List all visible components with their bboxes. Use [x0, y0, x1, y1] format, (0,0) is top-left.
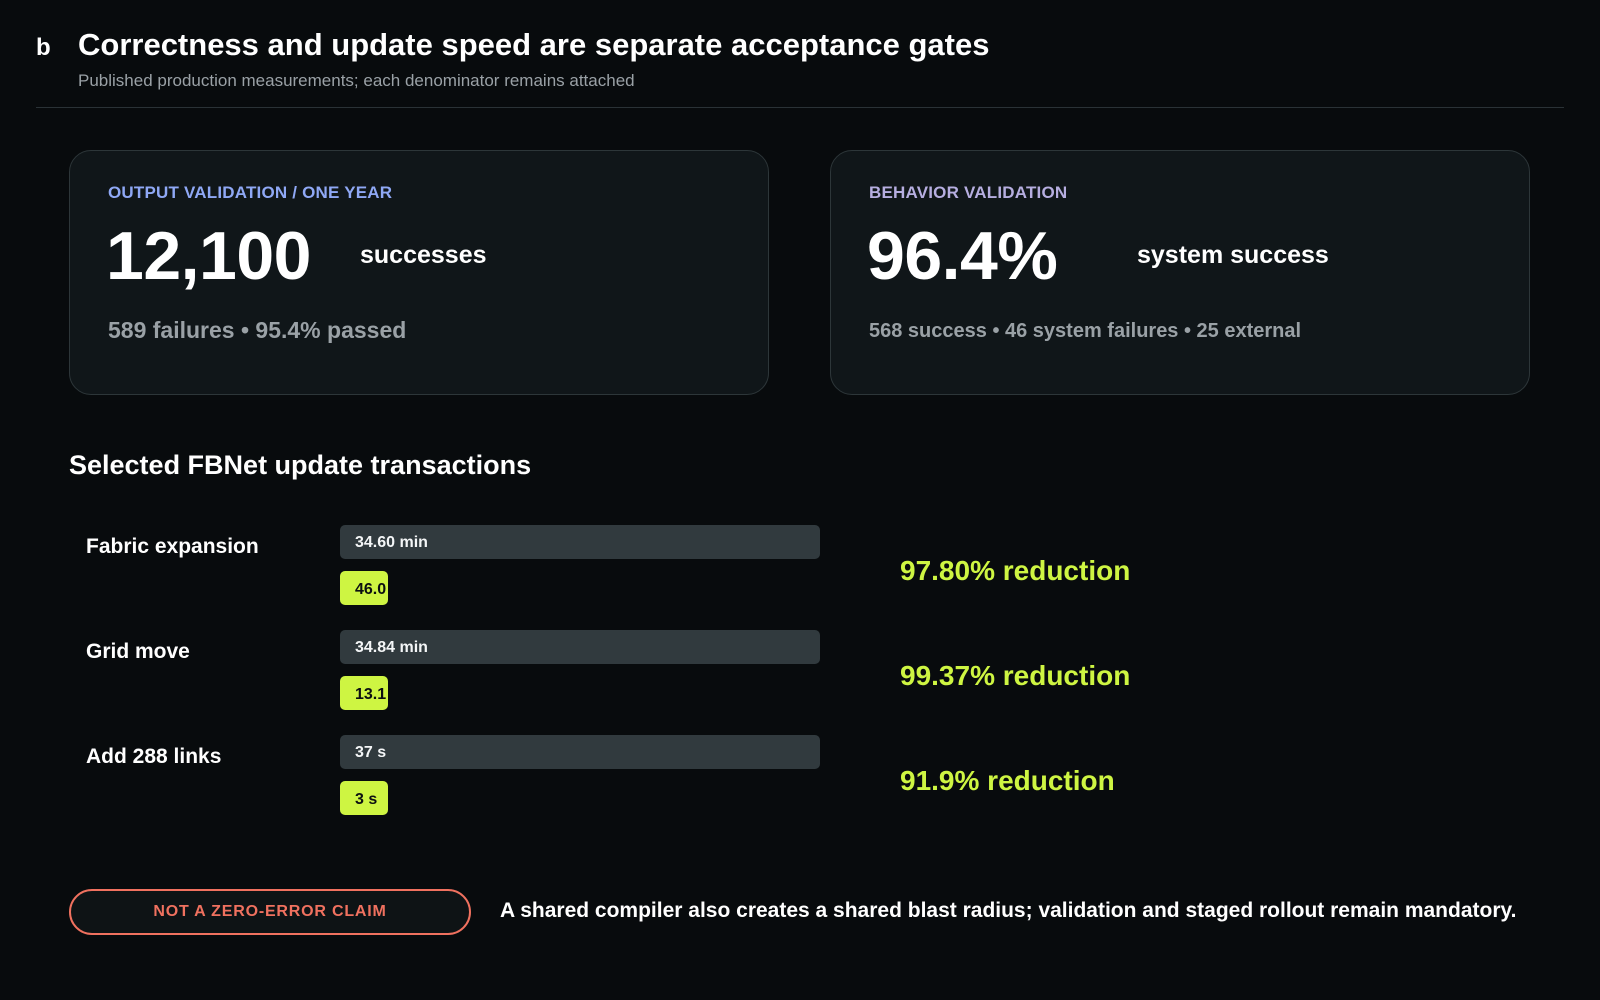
after-duration-bar: 46.0 — [340, 571, 388, 605]
panel-letter: b — [36, 34, 51, 61]
header-divider — [36, 107, 1564, 108]
transaction-row-add-288-links: Add 288 links 37 s 3 s 91.9% reduction — [0, 735, 1600, 835]
before-duration-label: 34.60 min — [355, 534, 428, 551]
reduction-label: 91.9% reduction — [900, 765, 1115, 796]
after-duration-bar: 3 s — [340, 781, 388, 815]
output-validation-card: OUTPUT VALIDATION / ONE YEAR 12,100 succ… — [69, 150, 769, 395]
card-label: BEHAVIOR VALIDATION — [869, 183, 1068, 202]
section-title: Selected FBNet update transactions — [69, 450, 532, 480]
footer-note: A shared compiler also creates a shared … — [500, 899, 1517, 922]
card-value: 96.4% — [867, 218, 1058, 294]
card-label: OUTPUT VALIDATION / ONE YEAR — [108, 183, 393, 202]
reduction-label: 97.80% reduction — [900, 555, 1131, 586]
card-unit: system success — [1137, 241, 1329, 269]
card-detail: 568 success • 46 system failures • 25 ex… — [869, 320, 1302, 342]
transaction-label: Add 288 links — [86, 745, 222, 768]
after-duration-bar: 13.1 — [340, 676, 388, 710]
not-zero-error-badge: NOT A ZERO-ERROR CLAIM — [69, 889, 471, 935]
card-unit: successes — [360, 241, 487, 269]
card-value: 12,100 — [106, 218, 311, 294]
before-duration-label: 37 s — [355, 744, 387, 761]
after-duration-label: 13.1 — [355, 686, 387, 703]
before-duration-bar: 37 s — [340, 735, 820, 769]
page-title: Correctness and update speed are separat… — [78, 27, 990, 62]
card-detail: 589 failures • 95.4% passed — [108, 317, 407, 343]
reduction-label: 99.37% reduction — [900, 660, 1131, 691]
after-duration-label: 3 s — [355, 791, 378, 808]
page-subtitle: Published production measurements; each … — [78, 71, 635, 90]
transaction-row-grid-move: Grid move 34.84 min 13.1 99.37% reductio… — [0, 630, 1600, 730]
before-duration-bar: 34.60 min — [340, 525, 820, 559]
after-duration-label: 46.0 — [355, 581, 387, 598]
behavior-validation-card: BEHAVIOR VALIDATION 96.4% system success… — [830, 150, 1530, 395]
transaction-label: Grid move — [86, 640, 190, 663]
before-duration-label: 34.84 min — [355, 639, 428, 656]
transaction-row-fabric-expansion: Fabric expansion 34.60 min 46.0 97.80% r… — [0, 525, 1600, 625]
transaction-label: Fabric expansion — [86, 535, 259, 558]
before-duration-bar: 34.84 min — [340, 630, 820, 664]
